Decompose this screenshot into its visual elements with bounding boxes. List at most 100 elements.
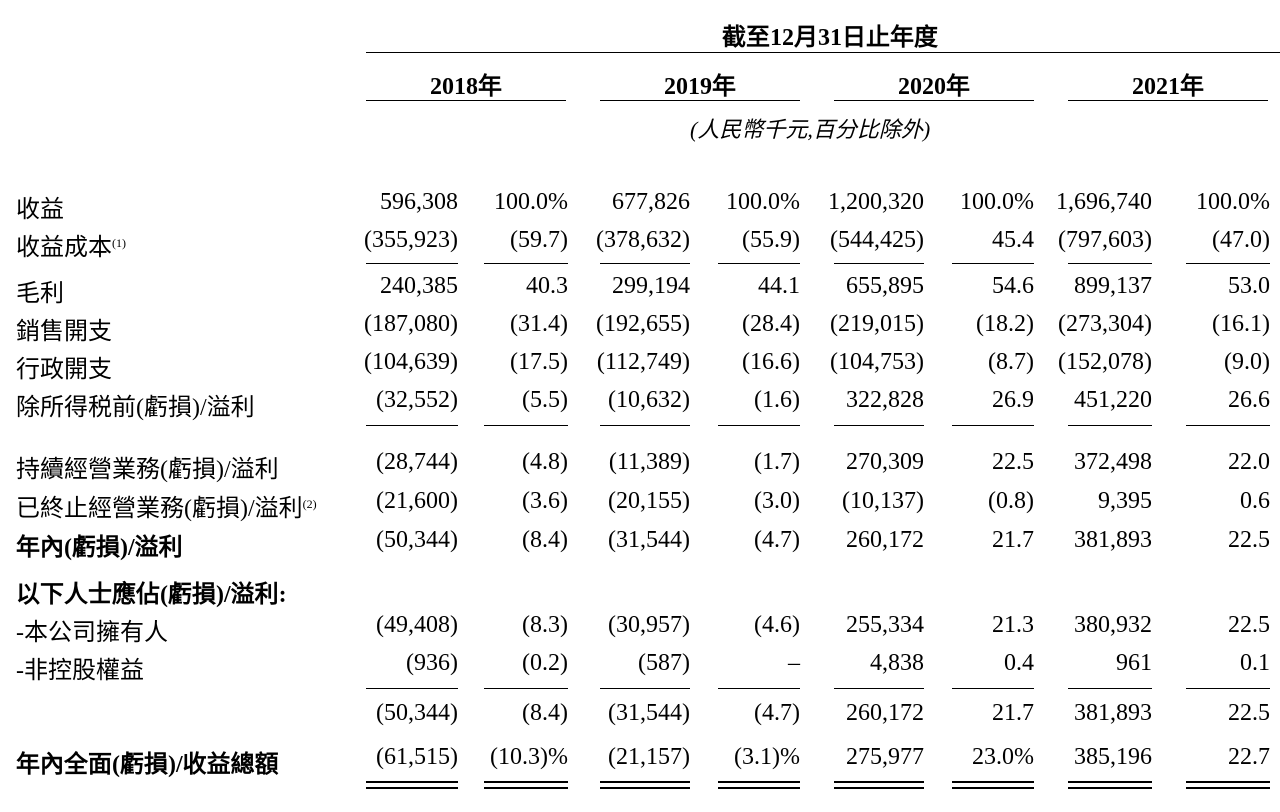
row-label-text: 收益成本: [16, 235, 112, 261]
period-header: 截至12月31日止年度: [722, 25, 938, 51]
amount-cell: (10,137): [842, 488, 924, 514]
amount-cell: 381,893: [1074, 700, 1152, 726]
row-label: 毛利: [16, 273, 64, 308]
percent-cell: (0.2): [522, 650, 568, 676]
amount-cell: (50,344): [376, 700, 458, 726]
percent-cell: 54.6: [992, 273, 1034, 299]
percent-cell: (47.0): [1212, 227, 1270, 253]
percent-cell: (0.8): [988, 488, 1034, 514]
amount-cell: (20,155): [608, 488, 690, 514]
percent-cell: 0.1: [1240, 650, 1270, 676]
percent-cell: (55.9): [742, 227, 800, 253]
subtotal-rule: [952, 688, 1034, 689]
percent-cell: –: [788, 650, 800, 676]
row-label-text: 以下人士應佔(虧損)/溢利:: [16, 582, 287, 608]
percent-cell: 100.0%: [494, 189, 568, 215]
amount-cell: (28,744): [376, 449, 458, 475]
year-rule-2020: [834, 100, 1034, 101]
percent-cell: 100.0%: [960, 189, 1034, 215]
percent-cell: (4.7): [754, 700, 800, 726]
amount-cell: (219,015): [830, 311, 924, 337]
amount-cell: 961: [1116, 650, 1152, 676]
percent-cell: 44.1: [758, 273, 800, 299]
amount-cell: 1,200,320: [828, 189, 924, 215]
period-rule: [366, 52, 1280, 53]
subtotal-rule: [834, 688, 924, 689]
amount-cell: (30,957): [608, 612, 690, 638]
unit-note: (人民幣千元,百分比除外): [690, 117, 931, 142]
amount-cell: (32,552): [376, 387, 458, 413]
amount-cell: 260,172: [846, 527, 924, 553]
row-label: 收益: [16, 189, 64, 224]
percent-cell: (4.8): [522, 449, 568, 475]
double-underline: [718, 781, 800, 789]
amount-cell: (378,632): [596, 227, 690, 253]
amount-cell: (11,389): [608, 449, 690, 475]
year-header-2021: 2021年: [1132, 74, 1204, 100]
amount-cell: (50,344): [376, 527, 458, 553]
amount-cell: 1,696,740: [1056, 189, 1152, 215]
row-label-text: -非控股權益: [16, 658, 144, 684]
subtotal-rule: [484, 263, 568, 264]
percent-cell: 22.5: [1228, 527, 1270, 553]
year-rule-2019: [600, 100, 800, 101]
percent-cell: (59.7): [510, 227, 568, 253]
amount-cell: 596,308: [380, 189, 458, 215]
row-label: 以下人士應佔(虧損)/溢利:: [16, 574, 287, 609]
row-label-text: 年內(虧損)/溢利: [16, 535, 183, 561]
row-label-text: 已終止經營業務(虧損)/溢利: [16, 496, 303, 522]
row-label-text: 毛利: [16, 281, 64, 307]
amount-cell: (587): [638, 650, 690, 676]
amount-cell: (104,753): [830, 349, 924, 375]
percent-cell: (3.6): [522, 488, 568, 514]
percent-cell: 22.5: [1228, 700, 1270, 726]
footnote-marker: (2): [302, 497, 317, 511]
percent-cell: 22.0: [1228, 449, 1270, 475]
double-underline: [366, 781, 458, 789]
row-label: 銷售開支: [16, 311, 112, 346]
percent-cell: 26.6: [1228, 387, 1270, 413]
amount-cell: (112,749): [596, 349, 690, 375]
amount-cell: 255,334: [846, 612, 924, 638]
row-label-text: 行政開支: [16, 357, 112, 383]
percent-cell: 22.5: [1228, 612, 1270, 638]
percent-cell: (3.1)%: [734, 744, 800, 770]
amount-cell: (273,304): [1058, 311, 1152, 337]
amount-cell: 322,828: [846, 387, 924, 413]
amount-cell: 270,309: [846, 449, 924, 475]
amount-cell: 299,194: [612, 273, 690, 299]
percent-cell: (28.4): [742, 311, 800, 337]
amount-cell: 240,385: [380, 273, 458, 299]
percent-cell: (17.5): [510, 349, 568, 375]
row-label: -非控股權益: [16, 650, 144, 685]
row-label: 年內(虧損)/溢利: [16, 527, 183, 562]
amount-cell: (31,544): [608, 700, 690, 726]
subtotal-rule: [366, 688, 458, 689]
amount-cell: 381,893: [1074, 527, 1152, 553]
row-label-text: 收益: [16, 197, 64, 223]
amount-cell: 380,932: [1074, 612, 1152, 638]
subtotal-rule: [1068, 263, 1152, 264]
row-label-text: -本公司擁有人: [16, 620, 168, 646]
percent-cell: (16.1): [1212, 311, 1270, 337]
amount-cell: (544,425): [830, 227, 924, 253]
amount-cell: (10,632): [608, 387, 690, 413]
amount-cell: 275,977: [846, 744, 924, 770]
percent-cell: (4.7): [754, 527, 800, 553]
percent-cell: 0.4: [1004, 650, 1034, 676]
percent-cell: 0.6: [1240, 488, 1270, 514]
percent-cell: (10.3)%: [490, 744, 568, 770]
row-label: 收益成本(1): [16, 227, 126, 262]
subtotal-rule: [834, 425, 924, 426]
amount-cell: (797,603): [1058, 227, 1152, 253]
subtotal-rule: [600, 263, 690, 264]
amount-cell: (936): [406, 650, 458, 676]
subtotal-rule: [600, 688, 690, 689]
percent-cell: (8.7): [988, 349, 1034, 375]
row-label: 年內全面(虧損)/收益總額: [16, 744, 279, 779]
percent-cell: 100.0%: [1196, 189, 1270, 215]
amount-cell: (21,600): [376, 488, 458, 514]
subtotal-rule: [366, 425, 458, 426]
amount-cell: 372,498: [1074, 449, 1152, 475]
subtotal-rule: [1186, 263, 1270, 264]
